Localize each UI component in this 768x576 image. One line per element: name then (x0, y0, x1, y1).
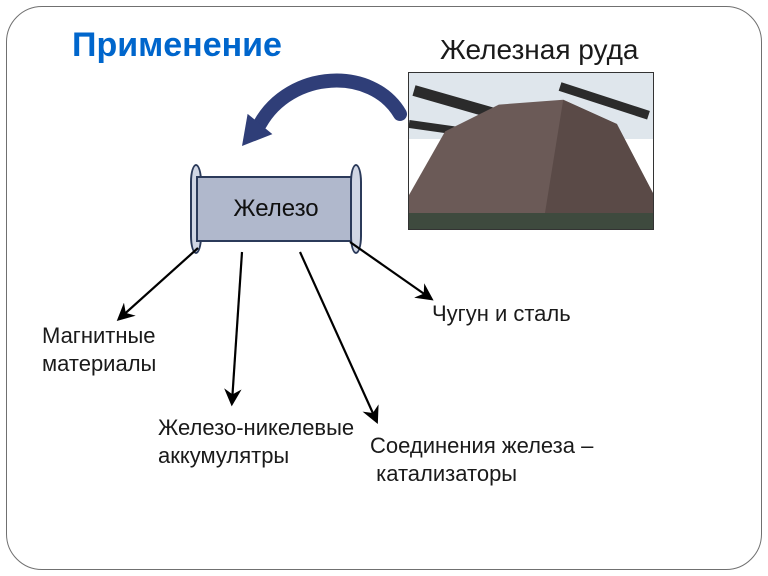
center-node-label: Железо (233, 195, 318, 223)
leaf-feni: Железо-никелевые аккумулятры (158, 414, 354, 469)
leaf-catalysts: Соединения железа – катализаторы (370, 432, 593, 487)
leaf-magnetic: Магнитные материалы (42, 322, 156, 377)
center-node-scroll: Железо (186, 170, 366, 248)
scroll-body: Железо (196, 176, 356, 242)
ore-image (408, 72, 654, 230)
scroll-cap-right (350, 164, 362, 254)
image-caption: Железная руда (440, 32, 639, 67)
page-title: Применение (72, 26, 282, 65)
leaf-castiron: Чугун и сталь (432, 300, 571, 328)
ore-water (409, 213, 653, 229)
